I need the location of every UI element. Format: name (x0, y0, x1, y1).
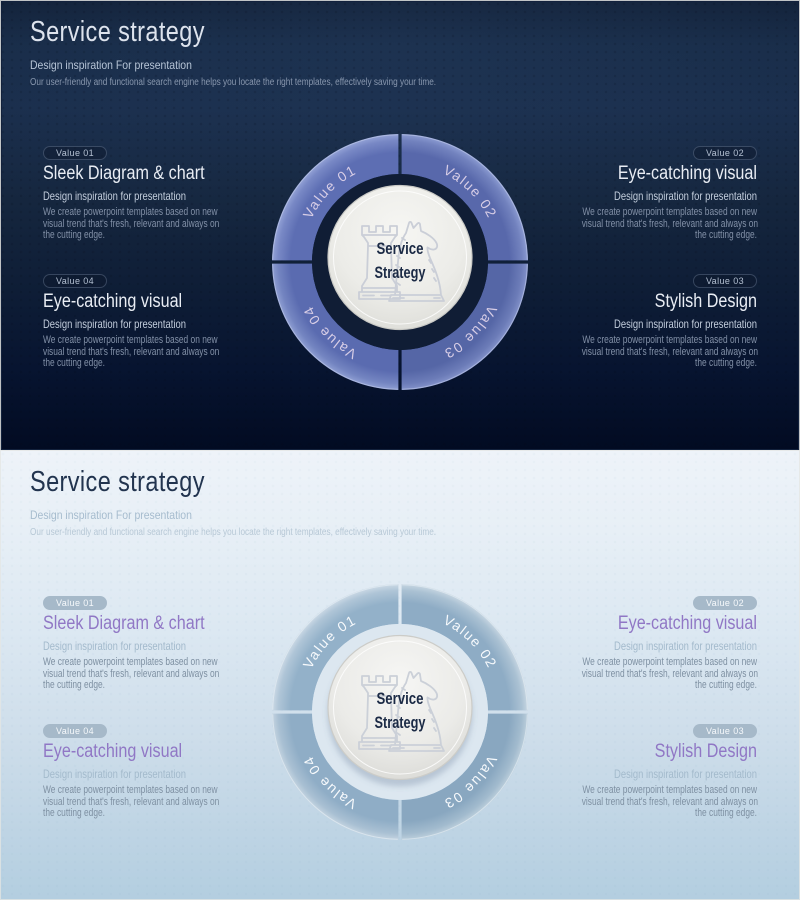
svg-text:Service: Service (377, 239, 424, 258)
svg-text:Service: Service (377, 689, 424, 708)
svg-text:Strategy: Strategy (375, 263, 426, 282)
svg-text:Strategy: Strategy (375, 713, 426, 732)
